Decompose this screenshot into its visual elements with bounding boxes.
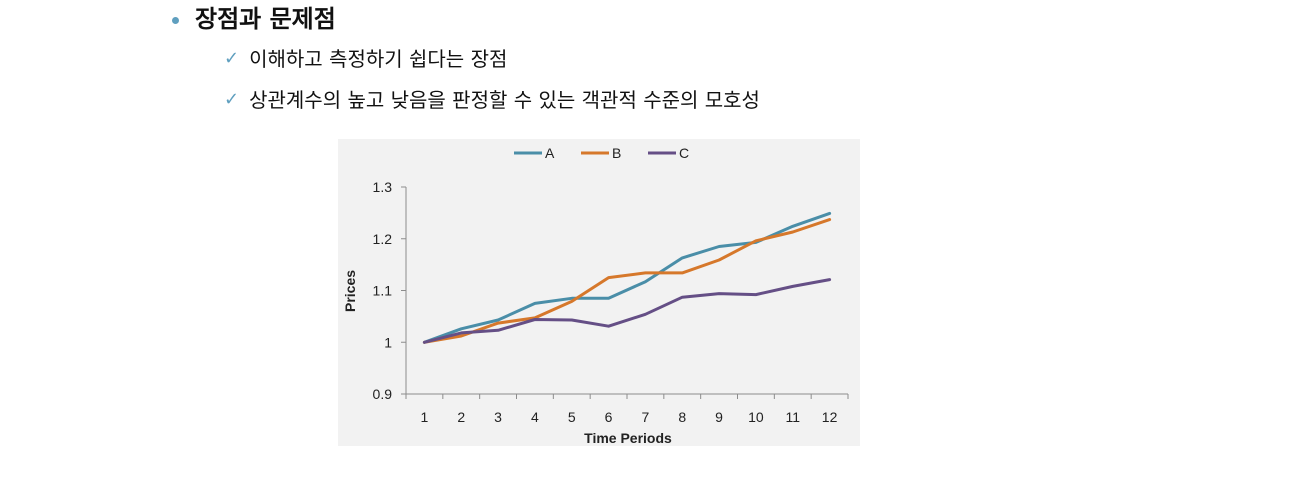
sub-point-text: 이해하고 측정하기 쉽다는 장점 [249, 47, 508, 71]
slide-heading: 장점과 문제점 [172, 2, 336, 36]
y-tick-label: 1.1 [373, 283, 393, 299]
y-tick-label: 1 [384, 334, 392, 350]
checkmark-icon: ✓ [224, 89, 240, 110]
x-tick-label: 6 [605, 409, 613, 425]
x-tick-label: 9 [715, 409, 723, 425]
y-axis-label: Prices [342, 270, 358, 312]
series-line-a [422, 211, 832, 344]
x-tick-label: 10 [748, 409, 764, 425]
y-tick-label: 1.2 [373, 231, 393, 247]
heading-text: 장점과 문제점 [195, 5, 336, 33]
sub-point-1: ✓ 이해하고 측정하기 쉽다는 장점 [224, 44, 507, 74]
x-tick-label: 11 [785, 409, 800, 425]
x-axis-label: Time Periods [584, 430, 672, 446]
checkmark-icon: ✓ [224, 48, 240, 69]
bullet-dot-icon [172, 16, 179, 24]
x-tick-label: 12 [822, 409, 838, 425]
chart-legend: A B C [514, 145, 689, 161]
y-tick-label: 1.3 [373, 179, 393, 195]
series-line-c [422, 278, 832, 344]
chart-series [422, 211, 832, 344]
y-tick-label: 0.9 [373, 386, 393, 402]
sub-point-2: ✓ 상관계수의 높고 낮음을 판정할 수 있는 객관적 수준의 모호성 [224, 85, 760, 115]
x-tick-label: 8 [678, 409, 686, 425]
x-tick-label: 7 [642, 409, 650, 425]
x-tick-label: 1 [421, 409, 429, 425]
x-tick-label: 2 [457, 409, 465, 425]
sub-point-text: 상관계수의 높고 낮음을 판정할 수 있는 객관적 수준의 모호성 [249, 88, 760, 112]
x-tick-label: 5 [568, 409, 576, 425]
series-line-b [422, 218, 832, 344]
legend-label-b: B [612, 145, 621, 161]
x-tick-label: 4 [531, 409, 539, 425]
chart-ticks: 0.911.11.21.31 2 3 4 5 6 7 8 9 10 11 12 [373, 179, 849, 425]
legend-label-a: A [545, 145, 555, 161]
x-tick-label: 3 [494, 409, 502, 425]
legend-label-c: C [679, 145, 689, 161]
